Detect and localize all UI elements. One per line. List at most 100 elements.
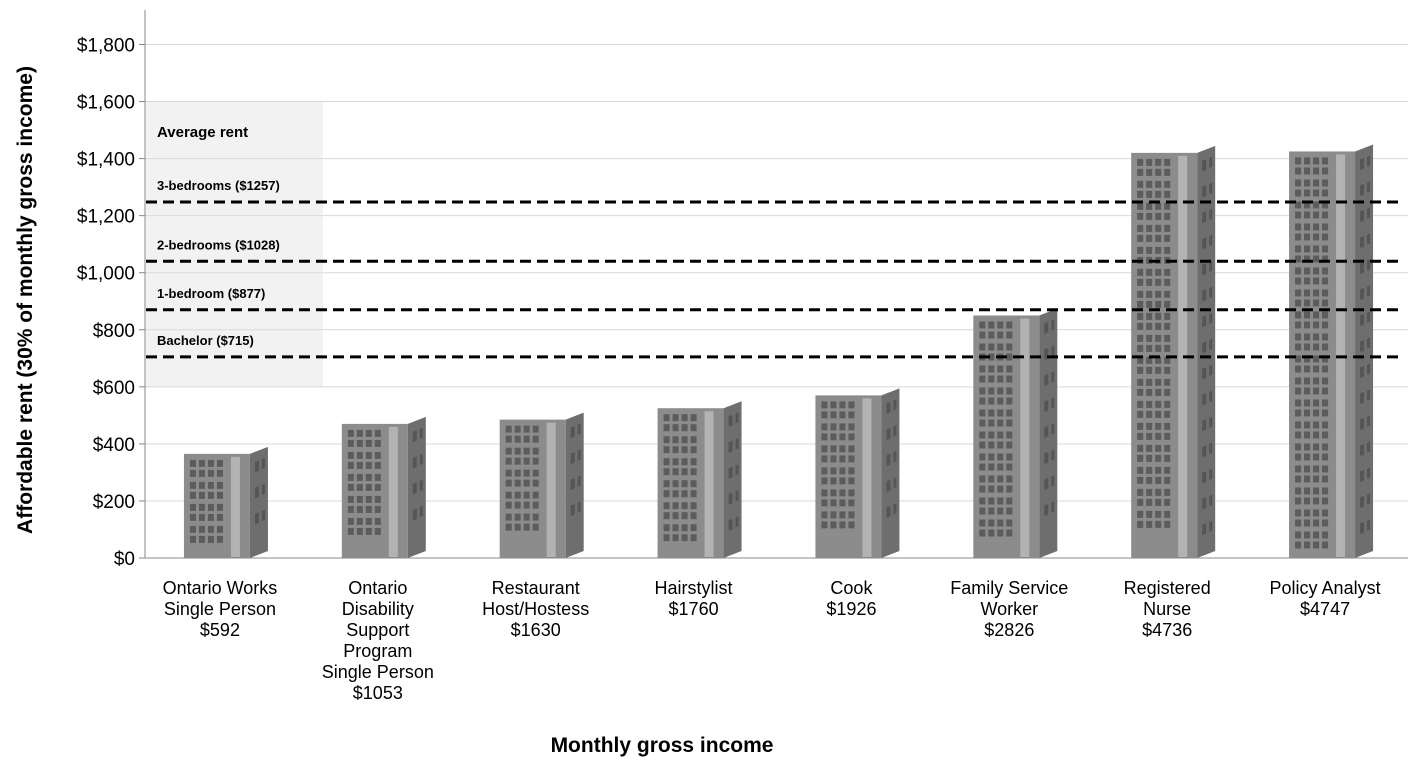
bar-side-window: [1360, 391, 1365, 404]
bar-window: [1146, 466, 1153, 474]
bar-side-window: [1209, 338, 1213, 350]
building-bar: [341, 416, 426, 558]
bar-side-window: [419, 505, 423, 517]
bar-window: [1304, 211, 1311, 219]
bar-window: [848, 521, 855, 529]
bar-window: [1313, 289, 1320, 297]
bar-window: [848, 467, 855, 475]
bar-side-window: [1209, 390, 1213, 402]
bar-side-window: [1367, 493, 1371, 505]
bar-side-window: [728, 518, 733, 531]
bar-window: [1295, 167, 1302, 175]
bar-window: [1295, 277, 1302, 285]
bar-window: [1155, 158, 1162, 166]
bar-window: [988, 507, 995, 515]
bar-window: [198, 503, 205, 511]
bar-window: [1313, 333, 1320, 341]
bar-window: [848, 445, 855, 453]
bar-window: [365, 527, 372, 535]
bar-window: [216, 481, 223, 489]
bar-side-window: [577, 449, 581, 461]
bar-side-window: [1367, 181, 1371, 193]
category-label-line: $1630: [511, 620, 561, 640]
bar-window: [1146, 212, 1153, 220]
bar-window: [1146, 510, 1153, 518]
bar-window: [207, 535, 214, 543]
bar-window: [848, 499, 855, 507]
bar-window: [1006, 397, 1013, 405]
bar-window: [1164, 378, 1171, 386]
bar-window: [979, 375, 986, 383]
bar-side-window: [419, 453, 423, 465]
bar-window: [1155, 510, 1162, 518]
bar-window: [514, 513, 521, 521]
bar-side-window: [735, 438, 739, 450]
bar-side-window: [254, 486, 259, 499]
bar-window: [839, 411, 846, 419]
bar-window: [1322, 321, 1329, 329]
bar-window: [1155, 498, 1162, 506]
bar-window: [1295, 355, 1302, 363]
bar-window: [1006, 331, 1013, 339]
bar-window: [1304, 387, 1311, 395]
bar-window: [347, 483, 354, 491]
bar-window: [505, 491, 512, 499]
bar-side-window: [1360, 235, 1365, 248]
bar-window: [988, 419, 995, 427]
bar-side-window: [1202, 471, 1207, 484]
bar-window: [690, 512, 697, 520]
bar-window: [1146, 268, 1153, 276]
bar-window: [1304, 233, 1311, 241]
bar-window: [1146, 322, 1153, 330]
bar-side-window: [1202, 445, 1207, 458]
bar-window: [532, 513, 539, 521]
bar-window: [1164, 212, 1171, 220]
bar-side-window: [1202, 159, 1207, 172]
bar-window: [839, 489, 846, 497]
bar-window: [1155, 400, 1162, 408]
bar-side-window: [419, 427, 423, 439]
bar-window: [997, 387, 1004, 395]
bar-side-window: [886, 401, 891, 414]
bar-window: [505, 457, 512, 465]
bar-window: [821, 489, 828, 497]
bar-window: [207, 469, 214, 477]
bar-window: [839, 401, 846, 409]
bar-window: [830, 401, 837, 409]
bar-window: [830, 499, 837, 507]
bar-side-window: [1367, 337, 1371, 349]
bar-window: [1137, 322, 1144, 330]
bar-window: [1155, 476, 1162, 484]
bar-window: [1295, 519, 1302, 527]
bar-window: [1313, 167, 1320, 175]
bar-window: [1155, 290, 1162, 298]
bar-window: [1164, 180, 1171, 188]
bar-window: [681, 534, 688, 542]
bar-window: [1164, 246, 1171, 254]
bar-window: [216, 491, 223, 499]
bar-window: [830, 489, 837, 497]
bar-window: [532, 501, 539, 509]
building-bar: [1131, 145, 1216, 558]
bar-window: [1295, 541, 1302, 549]
bar-window: [997, 419, 1004, 427]
bar-window: [189, 525, 196, 533]
bar-window: [1006, 463, 1013, 471]
bar-side-window: [1209, 364, 1213, 376]
bar-window: [979, 507, 986, 515]
bar-side-window: [1367, 389, 1371, 401]
bar-window: [997, 431, 1004, 439]
building-bar: [973, 308, 1058, 558]
bar-window: [374, 505, 381, 513]
bar-window: [979, 343, 986, 351]
bar-window: [1304, 201, 1311, 209]
bar-window: [1295, 333, 1302, 341]
bar-window: [1295, 465, 1302, 473]
bar-window: [1322, 289, 1329, 297]
bar-window: [1322, 409, 1329, 417]
category-label-line: $1760: [669, 599, 719, 619]
bar-window: [523, 523, 530, 531]
bar-window: [1313, 399, 1320, 407]
bars-layer: [183, 144, 1374, 558]
